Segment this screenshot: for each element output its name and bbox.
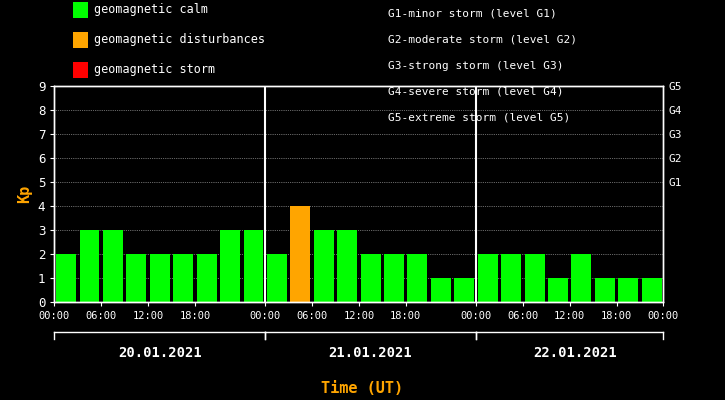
Text: G1-minor storm (level G1): G1-minor storm (level G1) — [388, 9, 557, 19]
Bar — [360, 254, 381, 302]
Bar — [126, 254, 146, 302]
Bar — [56, 254, 76, 302]
Bar — [150, 254, 170, 302]
Bar — [642, 278, 662, 302]
Text: 22.01.2021: 22.01.2021 — [534, 346, 618, 360]
Bar — [220, 230, 240, 302]
Bar — [337, 230, 357, 302]
Text: 20.01.2021: 20.01.2021 — [118, 346, 202, 360]
Bar — [267, 254, 287, 302]
Bar — [548, 278, 568, 302]
Bar — [290, 206, 310, 302]
Bar — [525, 254, 544, 302]
Bar — [618, 278, 638, 302]
Text: G5-extreme storm (level G5): G5-extreme storm (level G5) — [388, 113, 570, 123]
Text: geomagnetic calm: geomagnetic calm — [94, 4, 208, 16]
Text: geomagnetic disturbances: geomagnetic disturbances — [94, 34, 265, 46]
Text: G4-severe storm (level G4): G4-severe storm (level G4) — [388, 87, 563, 97]
Bar — [501, 254, 521, 302]
Bar — [80, 230, 99, 302]
Bar — [478, 254, 497, 302]
Bar — [571, 254, 592, 302]
Text: geomagnetic storm: geomagnetic storm — [94, 64, 215, 76]
Bar — [244, 230, 263, 302]
Bar — [173, 254, 193, 302]
Bar — [431, 278, 451, 302]
Text: 21.01.2021: 21.01.2021 — [328, 346, 413, 360]
Bar — [103, 230, 123, 302]
Bar — [314, 230, 334, 302]
Text: Time (UT): Time (UT) — [321, 381, 404, 396]
Bar — [384, 254, 404, 302]
Text: G2-moderate storm (level G2): G2-moderate storm (level G2) — [388, 35, 577, 45]
Bar — [455, 278, 474, 302]
Bar — [594, 278, 615, 302]
Bar — [407, 254, 427, 302]
Bar — [196, 254, 217, 302]
Y-axis label: Kp: Kp — [17, 185, 33, 203]
Text: G3-strong storm (level G3): G3-strong storm (level G3) — [388, 61, 563, 71]
